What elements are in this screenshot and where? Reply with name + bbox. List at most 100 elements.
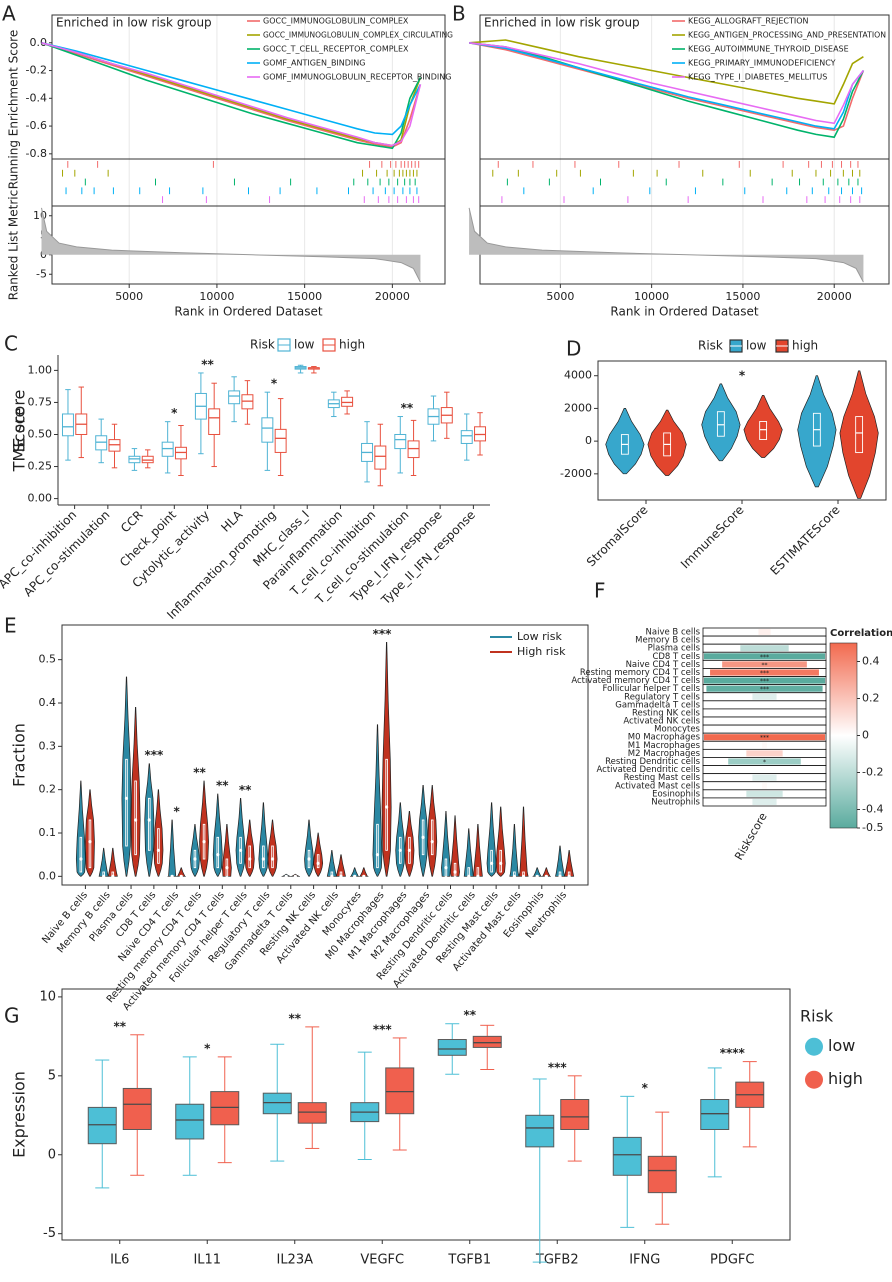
cell bbox=[752, 798, 777, 805]
x-tick-label: 5000 bbox=[115, 290, 143, 303]
box bbox=[271, 845, 274, 869]
x-tick-label: 10000 bbox=[199, 290, 234, 303]
median bbox=[88, 840, 92, 844]
box bbox=[88, 819, 92, 869]
x-tick-label: StromalScore bbox=[584, 503, 651, 570]
significance: * bbox=[171, 406, 178, 420]
violin bbox=[267, 819, 278, 877]
violin bbox=[418, 784, 429, 877]
y-axis-title: Ranked List Metric bbox=[7, 190, 21, 300]
row-label: Naive CD4 T cells bbox=[626, 660, 701, 670]
row-label: Resting memory CD4 T cells bbox=[580, 668, 701, 678]
violin bbox=[555, 845, 566, 877]
box bbox=[759, 421, 768, 440]
significance: ** bbox=[113, 1019, 126, 1033]
median bbox=[111, 874, 115, 878]
significance: * bbox=[204, 1041, 211, 1055]
es-line bbox=[468, 42, 865, 132]
median bbox=[179, 874, 183, 878]
chart-title: Enriched in low risk group bbox=[56, 16, 212, 30]
y-tick-label: -5 bbox=[43, 1226, 56, 1241]
colorbar bbox=[829, 642, 858, 829]
violin bbox=[564, 849, 575, 877]
median bbox=[453, 870, 457, 874]
box bbox=[216, 836, 220, 869]
x-tick-label: 20000 bbox=[375, 290, 410, 303]
significance: * bbox=[763, 759, 766, 766]
median bbox=[521, 874, 526, 878]
median bbox=[216, 853, 220, 857]
violin bbox=[153, 789, 164, 877]
median bbox=[293, 874, 297, 878]
violin bbox=[85, 789, 95, 877]
y-tick-label: 0.0 bbox=[30, 36, 48, 49]
row-label: Resting NK cells bbox=[632, 708, 701, 718]
legend-swatch bbox=[805, 1070, 823, 1089]
box bbox=[430, 819, 434, 856]
legend-label: GOCC_IMMUNOGLOBULIN_COMPLEX_CIRCULATING bbox=[263, 31, 453, 40]
box bbox=[297, 1102, 327, 1124]
box bbox=[316, 854, 320, 869]
colorbar-tick-label: 0.4 bbox=[862, 655, 880, 668]
es-line bbox=[469, 42, 865, 139]
legend-label: KEGG_AUTOIMMUNE_THYROID_DISEASE bbox=[688, 45, 849, 54]
legend-label: High risk bbox=[517, 645, 566, 658]
legend-label: GOMF_ANTIGEN_BINDING bbox=[263, 59, 365, 68]
median bbox=[79, 857, 83, 861]
y-tick-label: 5 bbox=[48, 1068, 56, 1083]
median bbox=[499, 861, 503, 865]
significance: *** bbox=[373, 1022, 393, 1036]
significance: *** bbox=[760, 735, 769, 742]
y-tick-label: 10 bbox=[39, 989, 56, 1004]
box bbox=[716, 411, 725, 437]
cell bbox=[752, 774, 777, 781]
box bbox=[79, 836, 83, 873]
y-axis-title: Running Enrichment Score bbox=[7, 30, 21, 189]
violin bbox=[395, 802, 406, 877]
y-tick-label: 4000 bbox=[564, 369, 592, 382]
y-axis-title: Fraction bbox=[10, 723, 29, 787]
box bbox=[125, 758, 128, 847]
row-label: Activated Dendritic cells bbox=[597, 765, 701, 775]
cell bbox=[704, 653, 825, 660]
significance: *** bbox=[548, 1060, 568, 1074]
median bbox=[544, 874, 548, 878]
legend-title: Risk bbox=[800, 1007, 834, 1026]
row-label: Resting Dendritic cells bbox=[605, 757, 700, 767]
y-tick-label: 0.25 bbox=[28, 460, 53, 473]
cell bbox=[704, 734, 825, 741]
median bbox=[147, 818, 151, 822]
panel-label: D bbox=[566, 337, 581, 361]
median bbox=[476, 874, 480, 878]
median bbox=[535, 874, 539, 878]
violin bbox=[509, 823, 520, 877]
cell bbox=[762, 782, 767, 789]
legend-label: GOMF_IMMUNOGLOBULIN_RECEPTOR_BINDING bbox=[263, 73, 451, 82]
median bbox=[339, 874, 343, 878]
violin bbox=[221, 823, 232, 877]
significance: * bbox=[174, 805, 181, 819]
box bbox=[61, 413, 74, 437]
violin bbox=[518, 806, 529, 877]
median bbox=[102, 874, 106, 878]
median bbox=[261, 857, 265, 861]
x-tick-label: TGFB1 bbox=[447, 1253, 491, 1268]
box bbox=[490, 849, 493, 873]
metric-area bbox=[469, 207, 864, 283]
box bbox=[210, 1091, 240, 1126]
median bbox=[558, 874, 562, 878]
median bbox=[270, 857, 275, 861]
median bbox=[316, 861, 320, 865]
box bbox=[460, 430, 473, 444]
y-tick-label: 1.00 bbox=[28, 363, 53, 376]
significance: * bbox=[739, 368, 746, 382]
y-tick-label: 0 bbox=[48, 1147, 56, 1162]
plot-frame bbox=[61, 624, 589, 886]
median bbox=[430, 840, 434, 844]
median bbox=[225, 866, 229, 870]
median bbox=[248, 857, 252, 861]
violin bbox=[130, 706, 141, 877]
violin bbox=[647, 409, 687, 476]
median bbox=[284, 874, 288, 878]
